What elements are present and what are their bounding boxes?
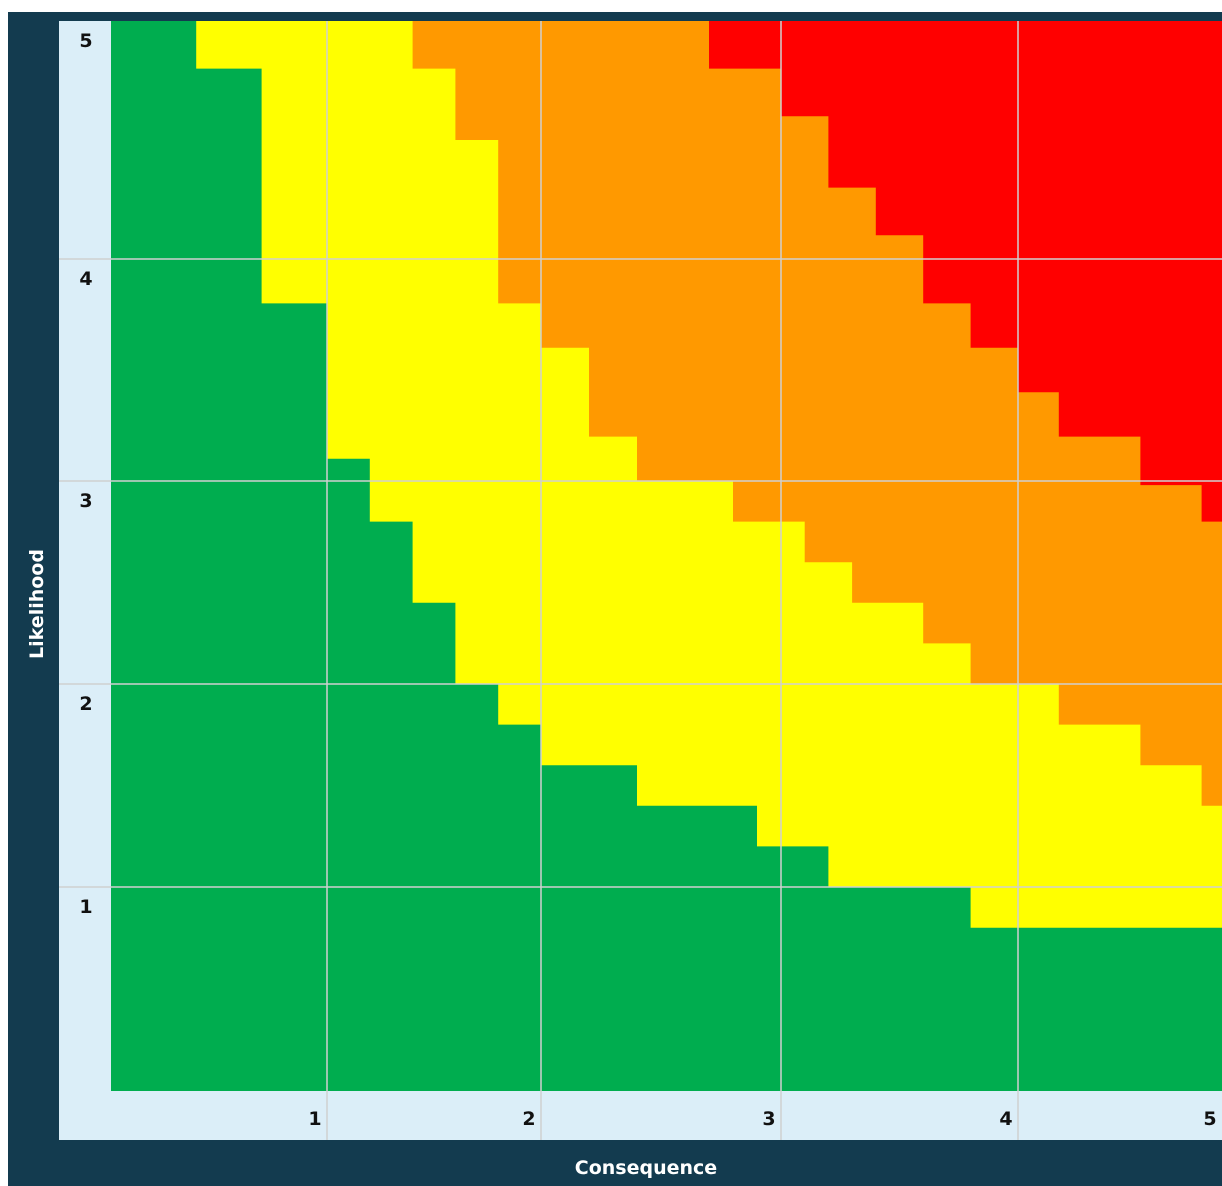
y-tick-label-4: 4 bbox=[79, 268, 92, 290]
plot-area bbox=[111, 21, 1222, 1091]
x-tick-label-3: 3 bbox=[762, 1108, 775, 1130]
x-axis-title: Consequence bbox=[575, 1157, 717, 1179]
x-tick-label-4: 4 bbox=[999, 1108, 1012, 1130]
y-tick-label-1: 1 bbox=[79, 896, 92, 918]
x-tick-label-2: 2 bbox=[522, 1108, 535, 1130]
zone-red bbox=[709, 21, 1222, 522]
x-tick-labels: 1 2 3 4 5 bbox=[308, 1108, 1216, 1130]
x-tick-label-5: 5 bbox=[1203, 1108, 1216, 1130]
grid-lines bbox=[59, 21, 1222, 1140]
y-tick-label-2: 2 bbox=[79, 693, 92, 715]
y-axis-title: Likelihood bbox=[26, 549, 48, 659]
x-tick-label-1: 1 bbox=[308, 1108, 321, 1130]
y-tick-label-5: 5 bbox=[79, 30, 92, 52]
y-tick-labels: 1 2 3 4 5 bbox=[79, 30, 92, 918]
y-tick-label-3: 3 bbox=[79, 490, 92, 512]
